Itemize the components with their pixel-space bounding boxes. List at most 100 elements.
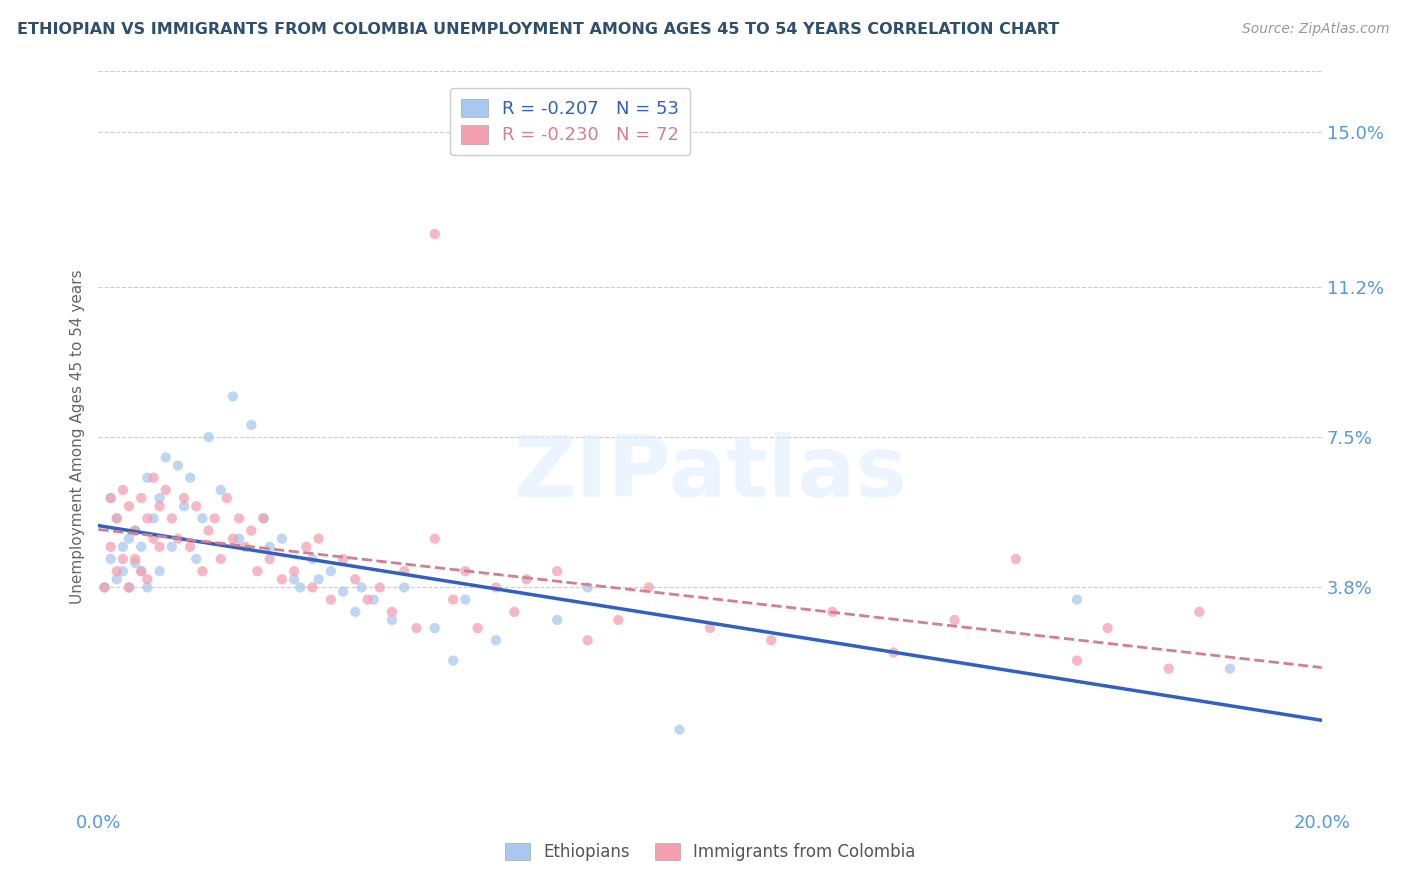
Point: [441, 654, 464, 668]
Point: [93, 581, 115, 595]
Point: [1219, 662, 1241, 676]
Point: [668, 723, 690, 737]
Point: [454, 564, 477, 578]
Point: [191, 564, 214, 578]
Point: [454, 592, 477, 607]
Point: [215, 491, 238, 505]
Point: [129, 491, 152, 505]
Point: [252, 511, 274, 525]
Point: [485, 581, 508, 595]
Point: [1097, 621, 1119, 635]
Point: [105, 572, 128, 586]
Point: [228, 511, 250, 525]
Point: [136, 581, 159, 595]
Point: [252, 511, 274, 525]
Point: [308, 572, 330, 586]
Point: [503, 605, 526, 619]
Point: [516, 572, 538, 586]
Point: [179, 540, 201, 554]
Point: [100, 552, 122, 566]
Point: [93, 581, 115, 595]
Point: [149, 499, 172, 513]
Point: [423, 227, 446, 241]
Point: [222, 532, 245, 546]
Point: [136, 572, 159, 586]
Point: [118, 499, 141, 513]
Point: [368, 581, 391, 595]
Point: [350, 581, 373, 595]
Point: [191, 511, 214, 525]
Text: ZIPatlas: ZIPatlas: [513, 432, 907, 516]
Point: [576, 633, 599, 648]
Point: [155, 450, 177, 465]
Point: [136, 471, 159, 485]
Point: [186, 499, 208, 513]
Point: [759, 633, 782, 648]
Point: [283, 572, 305, 586]
Point: [441, 592, 464, 607]
Point: [124, 524, 146, 538]
Point: [155, 483, 177, 497]
Point: [295, 540, 318, 554]
Point: [423, 621, 446, 635]
Point: [546, 613, 568, 627]
Point: [637, 581, 661, 595]
Text: Source: ZipAtlas.com: Source: ZipAtlas.com: [1241, 22, 1389, 37]
Point: [392, 581, 416, 595]
Point: [381, 613, 404, 627]
Point: [1066, 654, 1088, 668]
Point: [1188, 605, 1211, 619]
Point: [100, 540, 122, 554]
Legend: Ethiopians, Immigrants from Colombia: Ethiopians, Immigrants from Colombia: [498, 836, 922, 868]
Point: [149, 491, 172, 505]
Point: [209, 483, 232, 497]
Point: [136, 511, 159, 525]
Point: [160, 511, 183, 525]
Point: [111, 483, 134, 497]
Point: [209, 552, 232, 566]
Point: [228, 532, 250, 546]
Point: [118, 532, 141, 546]
Point: [344, 572, 367, 586]
Point: [467, 621, 489, 635]
Point: [356, 592, 378, 607]
Point: [943, 613, 966, 627]
Point: [160, 540, 183, 554]
Point: [607, 613, 630, 627]
Point: [105, 511, 128, 525]
Point: [197, 430, 219, 444]
Point: [142, 511, 165, 525]
Point: [423, 532, 446, 546]
Point: [111, 564, 134, 578]
Point: [301, 552, 323, 566]
Point: [129, 564, 152, 578]
Point: [270, 532, 292, 546]
Point: [246, 564, 269, 578]
Point: [240, 524, 263, 538]
Point: [105, 564, 128, 578]
Point: [142, 471, 165, 485]
Point: [344, 605, 367, 619]
Point: [363, 592, 385, 607]
Point: [392, 564, 416, 578]
Point: [405, 621, 427, 635]
Point: [290, 581, 312, 595]
Point: [319, 564, 342, 578]
Point: [100, 491, 122, 505]
Point: [319, 592, 342, 607]
Point: [118, 581, 141, 595]
Point: [179, 471, 201, 485]
Point: [1157, 662, 1180, 676]
Point: [332, 552, 354, 566]
Point: [576, 581, 599, 595]
Text: ETHIOPIAN VS IMMIGRANTS FROM COLOMBIA UNEMPLOYMENT AMONG AGES 45 TO 54 YEARS COR: ETHIOPIAN VS IMMIGRANTS FROM COLOMBIA UN…: [17, 22, 1059, 37]
Point: [118, 581, 141, 595]
Point: [173, 491, 195, 505]
Point: [283, 564, 305, 578]
Y-axis label: Unemployment Among Ages 45 to 54 years: Unemployment Among Ages 45 to 54 years: [69, 269, 84, 605]
Point: [259, 552, 281, 566]
Point: [821, 605, 844, 619]
Point: [301, 581, 323, 595]
Point: [381, 605, 404, 619]
Point: [129, 540, 152, 554]
